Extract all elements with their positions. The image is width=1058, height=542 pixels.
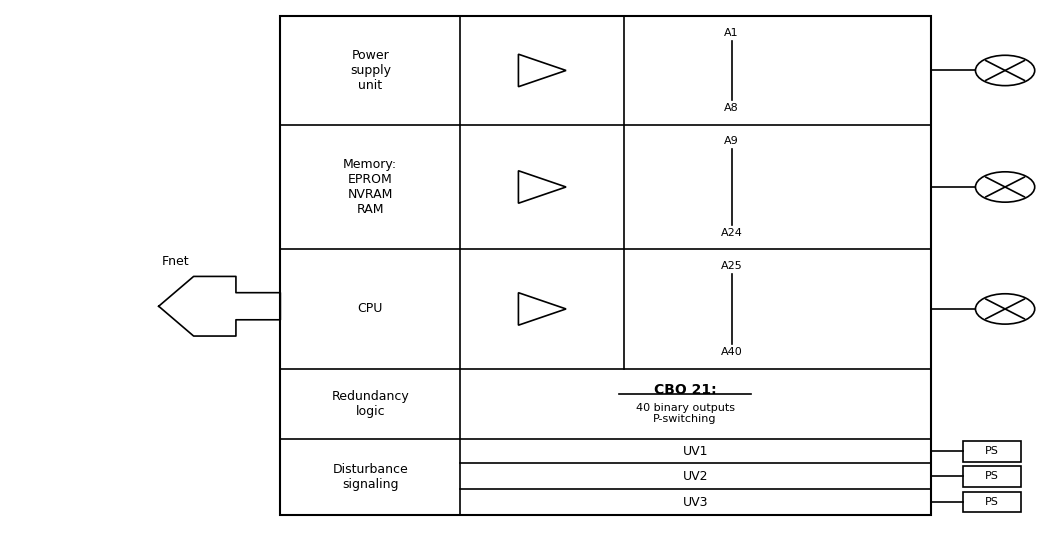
Text: UV2: UV2: [682, 470, 709, 483]
Text: A8: A8: [725, 104, 738, 113]
Text: Disturbance
signaling: Disturbance signaling: [332, 463, 408, 491]
Text: CBO 21:: CBO 21:: [654, 383, 716, 397]
Bar: [280, 16, 931, 515]
Text: A9: A9: [725, 136, 738, 146]
Text: A25: A25: [720, 261, 743, 270]
Text: UV3: UV3: [682, 496, 709, 508]
Text: PS: PS: [985, 472, 999, 481]
Text: Power
supply
unit: Power supply unit: [350, 49, 390, 92]
Text: 40 binary outputs
P-switching: 40 binary outputs P-switching: [636, 403, 734, 424]
Text: Redundancy
logic: Redundancy logic: [331, 390, 409, 418]
Text: PS: PS: [985, 497, 999, 507]
Bar: [963, 441, 1021, 462]
Text: UV1: UV1: [682, 445, 709, 457]
Text: A24: A24: [720, 228, 743, 238]
Text: Memory:
EPROM
NVRAM
RAM: Memory: EPROM NVRAM RAM: [343, 158, 398, 216]
Text: A1: A1: [725, 28, 738, 37]
Text: CPU: CPU: [358, 302, 383, 315]
Text: A40: A40: [720, 347, 743, 357]
Text: PS: PS: [985, 446, 999, 456]
Bar: [963, 492, 1021, 513]
Bar: [963, 466, 1021, 487]
Text: Fnet: Fnet: [162, 255, 189, 268]
